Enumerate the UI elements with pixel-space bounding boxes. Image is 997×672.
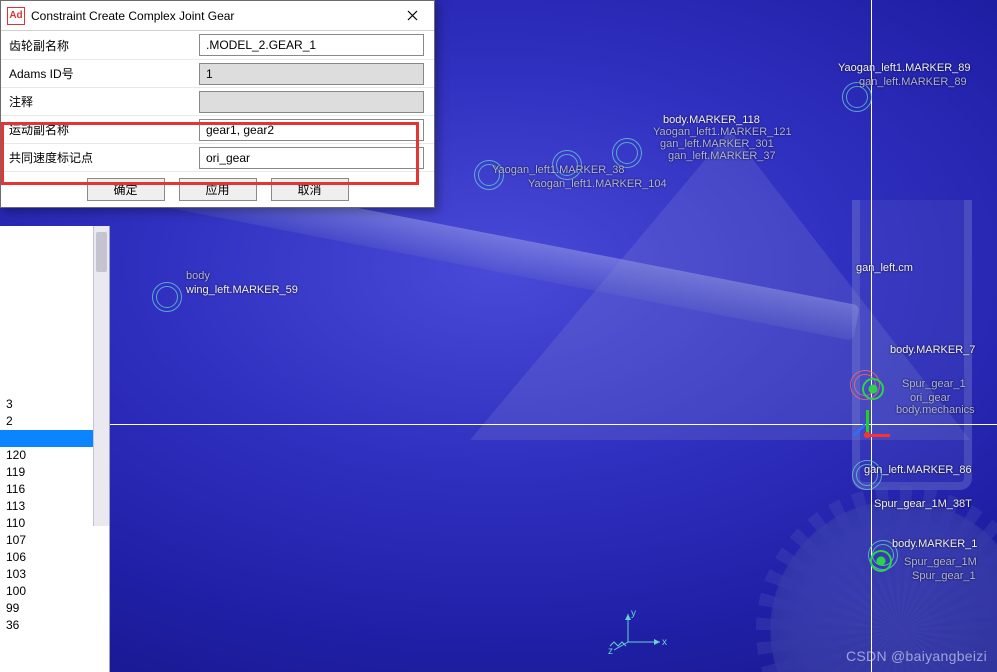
marker-label: body.mechanics — [896, 404, 975, 416]
marker-label: body — [186, 270, 210, 282]
marker-label: Yaogan_left1.MARKER_121 — [653, 126, 792, 138]
apply-button[interactable]: 应用 — [179, 178, 257, 201]
dialog-titlebar[interactable]: Ad Constraint Create Complex Joint Gear — [1, 1, 434, 31]
marker-label: body.MARKER_7 — [890, 344, 975, 356]
watermark: CSDN @baiyangbeizi — [846, 648, 987, 664]
marker-label: gan_left.MARKER_89 — [859, 76, 967, 88]
mechanism-gear — [770, 500, 997, 672]
dialog-title: Constraint Create Complex Joint Gear — [31, 9, 390, 23]
sidebar-item[interactable]: 100 — [0, 583, 109, 600]
label-gear-name: 齿轮副名称 — [1, 37, 199, 54]
close-button[interactable] — [390, 1, 434, 31]
input-cv-marker[interactable] — [199, 147, 424, 169]
label-cv-marker: 共同速度标记点 — [1, 149, 199, 166]
sidebar-item[interactable]: 36 — [0, 617, 109, 634]
sidebar-item[interactable]: 107 — [0, 532, 109, 549]
label-joint-name: 运动副名称 — [1, 121, 199, 138]
marker-label: gan_left.MARKER_37 — [668, 150, 776, 162]
marker-label: Yaogan_left1.MARKER_104 — [528, 178, 667, 190]
input-gear-name[interactable] — [199, 34, 424, 56]
marker-label: gan_left.MARKER_86 — [864, 464, 972, 476]
app-icon: Ad — [7, 7, 25, 25]
marker-label: Spur_gear_1 — [912, 570, 976, 582]
input-comment[interactable] — [199, 91, 424, 113]
sidebar-panel: 321201191161131101071061031009936 — [0, 226, 110, 672]
sidebar-scrollbar[interactable] — [93, 226, 109, 526]
marker-label: ori_gear — [910, 392, 950, 404]
svg-text:z: z — [608, 646, 613, 657]
sidebar-item[interactable]: 103 — [0, 566, 109, 583]
input-joint-name[interactable] — [199, 119, 424, 141]
marker-icon — [152, 282, 182, 312]
svg-text:y: y — [631, 608, 636, 619]
marker-label: Yaogan_left1.MARKER_38 — [492, 164, 625, 176]
origin-triad — [848, 394, 894, 440]
input-adams-id — [199, 63, 424, 85]
marker-label: body.MARKER_118 — [663, 114, 760, 126]
cancel-button[interactable]: 取消 — [271, 178, 349, 201]
marker-label: gan_left.cm — [856, 262, 913, 274]
marker-label: Spur_gear_1M_38T — [874, 498, 972, 510]
marker-label: wing_left.MARKER_59 — [186, 284, 298, 296]
label-adams-id: Adams ID号 — [1, 65, 199, 82]
ok-button[interactable]: 确定 — [87, 178, 165, 201]
marker-label: body.MARKER_1 — [892, 538, 977, 550]
sidebar-item[interactable]: 99 — [0, 600, 109, 617]
marker-green-icon — [870, 550, 892, 572]
sidebar-item[interactable]: 106 — [0, 549, 109, 566]
view-gizmo: x y z — [608, 608, 678, 655]
close-icon — [407, 10, 418, 21]
svg-text:x: x — [662, 637, 667, 648]
label-comment: 注释 — [1, 93, 199, 110]
marker-label: Spur_gear_1M — [904, 556, 977, 568]
constraint-dialog: Ad Constraint Create Complex Joint Gear … — [0, 0, 435, 208]
marker-label: Yaogan_left1.MARKER_89 — [838, 62, 971, 74]
marker-label: Spur_gear_1 — [902, 378, 966, 390]
marker-label: gan_left.MARKER_301 — [660, 138, 774, 150]
